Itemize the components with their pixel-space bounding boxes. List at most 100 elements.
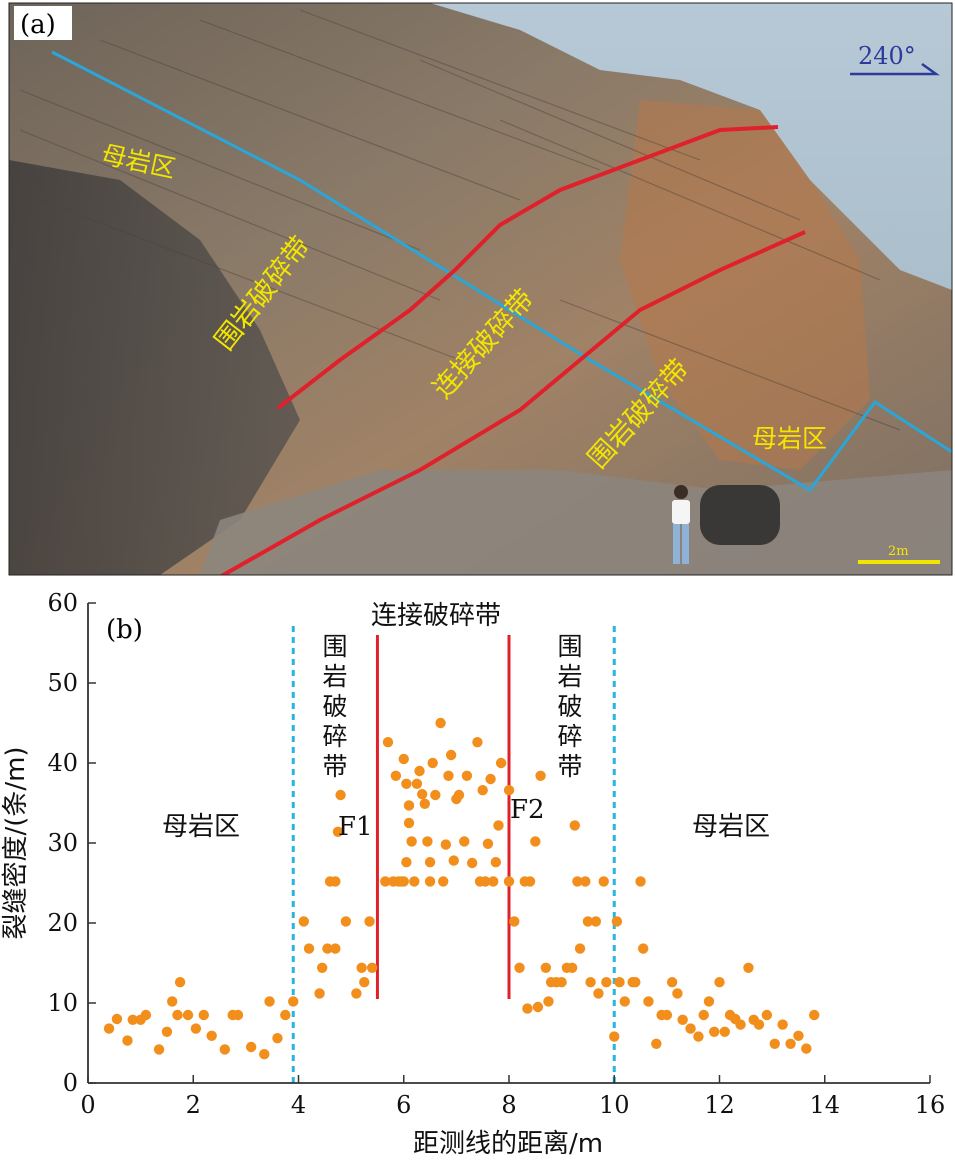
vertical-char: 破 <box>322 692 347 721</box>
photo-panel: 母岩区 围岩破碎带 连接破碎带 围岩破碎带 母岩区 (a) 240° 2m <box>9 3 952 575</box>
data-point <box>206 1030 217 1042</box>
x-tick-label: 16 <box>915 1091 946 1119</box>
data-point <box>582 916 594 927</box>
data-point <box>643 996 654 1007</box>
vertical-char: 带 <box>322 752 347 781</box>
data-point <box>245 1041 257 1053</box>
vertical-char: 围 <box>557 632 582 661</box>
x-tick-label: 6 <box>396 1091 411 1119</box>
zone-label-connection: 连接破碎带 <box>371 601 501 631</box>
data-point <box>503 876 515 887</box>
data-point <box>330 943 341 954</box>
scale-bar-label: 2m <box>888 544 909 559</box>
data-point <box>330 876 341 887</box>
data-point <box>335 789 346 801</box>
data-point <box>303 943 315 954</box>
data-point <box>314 988 325 999</box>
data-point <box>535 770 546 781</box>
x-tick-label: 0 <box>80 1091 95 1119</box>
zone-label-wall-left: 围岩破碎带 <box>322 632 347 781</box>
y-axis-title: 裂缝密度/(条/m) <box>1 746 31 939</box>
data-point <box>390 770 402 781</box>
y-tick-label: 30 <box>47 829 78 857</box>
data-point <box>614 977 625 988</box>
data-point <box>398 876 409 887</box>
data-point <box>332 826 344 837</box>
data-point <box>448 855 459 866</box>
data-point <box>380 876 391 887</box>
data-point <box>406 836 417 847</box>
data-point <box>403 817 415 829</box>
data-point <box>401 778 412 789</box>
data-point <box>709 1026 720 1038</box>
y-tick-label: 40 <box>47 749 78 777</box>
data-point <box>466 857 478 869</box>
data-point <box>382 737 394 748</box>
data-point <box>340 916 352 927</box>
y-tick-label: 50 <box>47 669 78 697</box>
data-point <box>482 838 494 849</box>
panel-a-label: (a) <box>20 10 56 40</box>
data-point <box>566 962 578 973</box>
data-point <box>182 1009 194 1021</box>
bedding-lines <box>19 9 901 431</box>
data-point <box>556 977 567 988</box>
data-point <box>443 770 454 781</box>
data-point <box>635 876 646 887</box>
data-point <box>477 785 488 796</box>
data-point <box>298 916 309 927</box>
data-point <box>414 765 425 777</box>
data-point <box>172 1009 183 1021</box>
data-point <box>488 876 499 887</box>
data-point <box>140 1009 152 1021</box>
data-point <box>438 876 449 887</box>
x-tick-label: 14 <box>809 1091 840 1119</box>
data-point <box>401 857 412 868</box>
data-point <box>259 1049 270 1060</box>
data-point <box>419 798 430 809</box>
data-point <box>572 876 583 887</box>
ticks: 0 2 4 6 8 10 12 14 16 0 10 20 30 40 50 60 <box>47 589 945 1119</box>
data-point <box>359 977 370 988</box>
data-point <box>593 988 604 999</box>
data-point <box>651 1038 662 1050</box>
data-point <box>703 996 715 1007</box>
data-point <box>769 1038 780 1050</box>
vertical-char: 带 <box>557 752 582 781</box>
fault-line-lower <box>219 230 806 575</box>
data-point <box>509 916 520 927</box>
data-points <box>103 717 820 1060</box>
data-point <box>264 996 275 1007</box>
data-point <box>543 996 554 1007</box>
data-point <box>480 876 491 887</box>
x-tick-label: 2 <box>186 1091 201 1119</box>
photo-frame <box>8 2 953 576</box>
data-point <box>472 737 483 748</box>
data-point <box>569 820 580 831</box>
person-figure <box>672 485 690 564</box>
data-point <box>495 757 507 769</box>
data-point <box>430 789 441 801</box>
zone-label-mother-left: 母岩区 <box>162 812 240 842</box>
x-tick-label: 12 <box>704 1091 735 1119</box>
dark-rock-region <box>9 160 300 575</box>
data-point <box>153 1044 165 1055</box>
data-point <box>161 1026 173 1038</box>
data-point <box>809 1009 820 1021</box>
data-point <box>761 1009 773 1021</box>
data-point <box>167 996 178 1007</box>
data-point <box>661 1009 673 1021</box>
y-tick-label: 20 <box>47 909 78 937</box>
data-point <box>427 757 438 769</box>
boulder <box>700 485 780 545</box>
x-tick-label: 8 <box>501 1091 516 1119</box>
data-point <box>637 943 649 954</box>
data-point <box>719 1026 730 1038</box>
data-point <box>530 836 541 847</box>
data-point <box>685 1023 696 1034</box>
data-point <box>493 820 504 831</box>
data-point <box>445 749 457 761</box>
data-point <box>490 857 502 868</box>
data-point <box>590 916 602 927</box>
